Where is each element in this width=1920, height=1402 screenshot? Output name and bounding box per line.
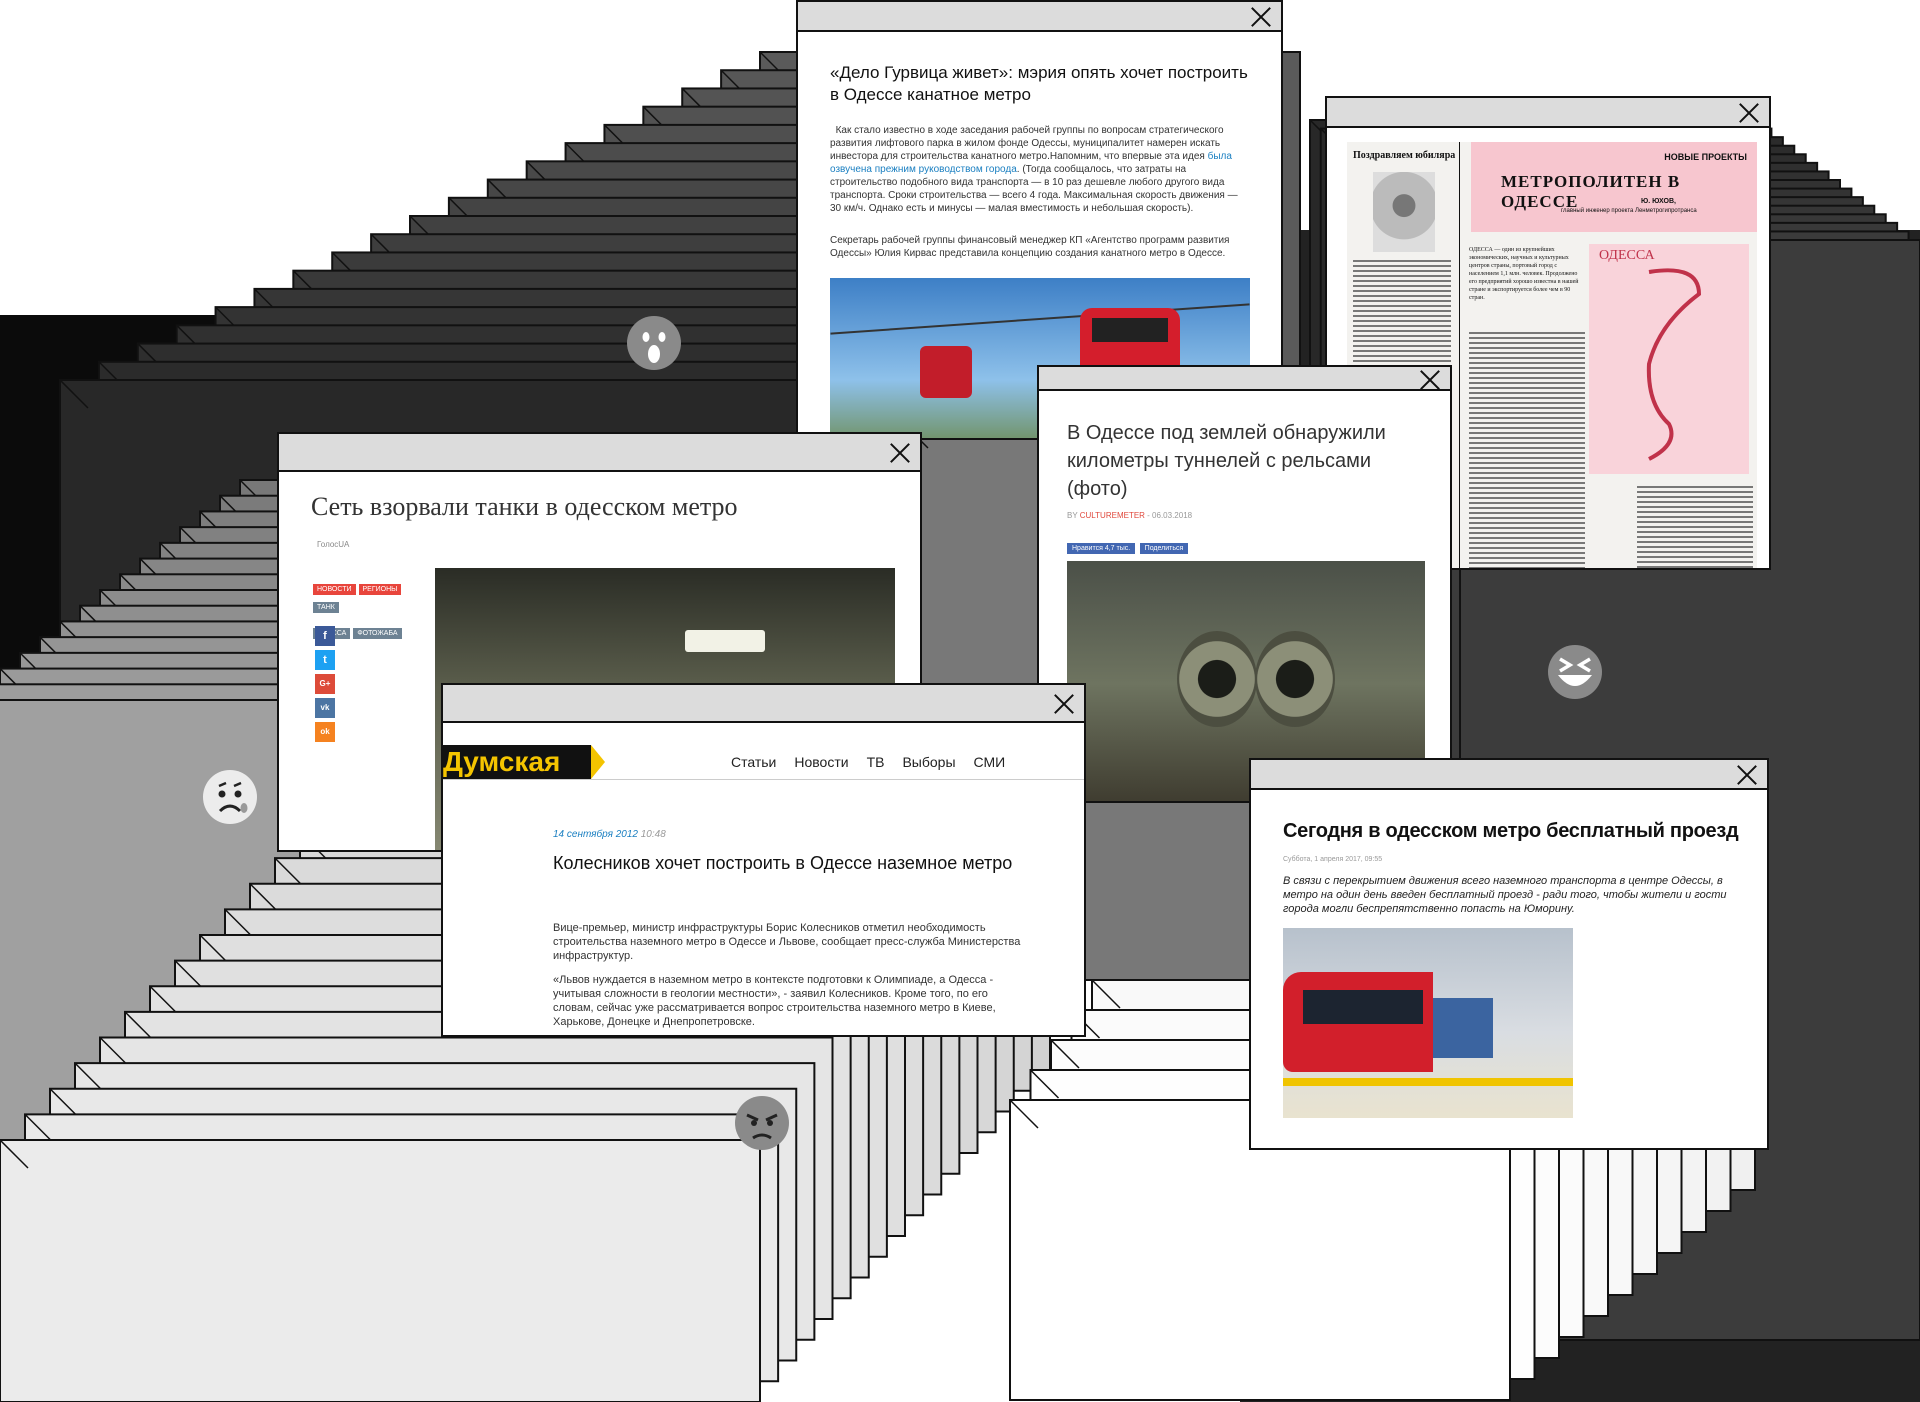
article-title: Сеть взорвали танки в одесском метро: [311, 492, 738, 521]
metro-map: ОДЕССА: [1589, 244, 1749, 474]
site-header: Думская Статьи Новости ТВ Выборы СМИ: [443, 745, 1084, 780]
article-paragraph-2: Секретарь рабочей группы финансовый мене…: [830, 235, 1230, 259]
sad-emoji-icon: [203, 770, 257, 824]
frame-edge: [0, 1139, 29, 1169]
site-logo[interactable]: Думская: [443, 745, 591, 779]
vk-share-icon[interactable]: vk: [315, 698, 335, 718]
facebook-share-icon[interactable]: f: [315, 626, 335, 646]
google-plus-share-icon[interactable]: G+: [315, 674, 335, 694]
article-title: Колесников хочет построить в Одессе назе…: [553, 853, 1013, 873]
article-byline: BY CULTUREMETER - 06.03.2018: [1067, 511, 1193, 520]
article-title: «Дело Гурвица живет»: мэрия опять хочет …: [830, 63, 1248, 104]
window-free-ride: Сегодня в одесском метро бесплатный прое…: [1249, 758, 1769, 1150]
frame-edge: [49, 1088, 79, 1118]
window-titlebar: [1039, 367, 1450, 391]
frame-edge: [274, 857, 304, 887]
metro-map-title: ОДЕССА: [1599, 248, 1655, 263]
like-button[interactable]: Нравится 4,7 тыс.: [1067, 543, 1136, 554]
article-title: В Одессе под землей обнаружили километры…: [1067, 422, 1386, 500]
frame-edge: [149, 985, 179, 1015]
share-button[interactable]: Поделиться: [1139, 543, 1189, 554]
article-link[interactable]: была озвучена прежним руководством город…: [830, 151, 1232, 175]
social-buttons: Нравится 4,7 тыс. Поделиться: [1067, 537, 1189, 555]
metro-train-photo: [1283, 928, 1573, 1118]
window-titlebar: [1251, 760, 1767, 790]
frame-edge: [199, 934, 229, 964]
window-dumskaya: Думская Статьи Новости ТВ Выборы СМИ 14 сент…: [441, 683, 1086, 1037]
newspaper-intro: ОДЕССА — один из крупнейших экономически…: [1469, 247, 1579, 301]
close-icon[interactable]: [1737, 100, 1761, 124]
newspaper-rubric: НОВЫЕ ПРОЕКТЫ: [1664, 152, 1747, 162]
frame: [0, 1139, 761, 1402]
article-paragraph: Как стало известно в ходе заседания рабо…: [830, 125, 1238, 214]
article-meta: Суббота, 1 апреля 2017, 09:55: [1283, 856, 1383, 863]
frame-edge: [59, 379, 89, 409]
frame-edge: [99, 1036, 129, 1067]
window-titlebar: [798, 2, 1281, 32]
wow-emoji-icon: [627, 316, 681, 370]
close-icon[interactable]: [1052, 691, 1076, 715]
article-author[interactable]: CULTUREMETER: [1079, 511, 1145, 520]
window-titlebar: [279, 434, 920, 472]
article-date: 14 сентября 2012 10:48: [553, 829, 666, 840]
twitter-share-icon[interactable]: t: [315, 650, 335, 670]
frame-edge: [74, 1062, 104, 1092]
close-icon[interactable]: [1418, 367, 1442, 391]
nav-articles[interactable]: Статьи: [731, 754, 777, 770]
frame-edge: [1029, 1069, 1060, 1099]
nav-tv[interactable]: ТВ: [866, 754, 885, 770]
nav-media[interactable]: СМИ: [973, 754, 1006, 770]
tag[interactable]: ТАНК: [313, 602, 339, 613]
newspaper-author: Ю. ЮХОВ,: [1641, 198, 1676, 205]
window-titlebar: [443, 685, 1084, 723]
frame-edge: [174, 960, 204, 990]
article-paragraph-2: «Львов нуждается в наземном метро в конт…: [553, 974, 996, 1028]
newspaper-text-lines-2: [1469, 332, 1585, 568]
newspaper-text-lines-3: [1637, 486, 1753, 568]
frame: [1009, 1099, 1511, 1401]
close-icon[interactable]: [1249, 4, 1273, 28]
close-icon[interactable]: [1735, 762, 1759, 786]
article-title: Сегодня в одесском метро бесплатный прое…: [1283, 820, 1739, 842]
article-paragraph: Вице-премьер, министр инфраструктуры Бор…: [553, 922, 1021, 962]
article-source: ГолосUA: [317, 540, 350, 549]
angry-emoji-icon: [735, 1096, 789, 1150]
site-nav: Статьи Новости ТВ Выборы СМИ: [713, 754, 1005, 772]
nav-news[interactable]: Новости: [794, 754, 849, 770]
tag[interactable]: ФОТОЖАБА: [353, 628, 402, 639]
window-tunnels: В Одессе под землей обнаружили километры…: [1037, 365, 1452, 803]
portrait-photo: [1373, 172, 1435, 252]
frame-edge: [1009, 1099, 1039, 1129]
newspaper-author-role: главный инженер проекта Ленметрогипротра…: [1561, 208, 1697, 214]
close-icon[interactable]: [888, 440, 912, 464]
newspaper-column-head: Поздравляем юбиляра: [1353, 150, 1456, 161]
frame-edge: [1091, 979, 1121, 1009]
frame-edge: [24, 1113, 54, 1143]
window-titlebar: [1327, 98, 1769, 128]
article-lead: В связи с перекрытием движения всего наз…: [1283, 875, 1727, 915]
nav-elections[interactable]: Выборы: [902, 754, 956, 770]
laugh-emoji-icon: [1548, 645, 1602, 699]
ok-share-icon[interactable]: ok: [315, 722, 335, 742]
frame-edge: [124, 1011, 154, 1041]
newspaper-headline: МЕТРОПОЛИТЕН В ОДЕССЕ: [1501, 172, 1681, 211]
tag[interactable]: НОВОСТИ: [313, 584, 356, 595]
frame-edge: [249, 883, 279, 913]
frame-edge: [1050, 1039, 1080, 1069]
frame-edge: [224, 908, 254, 938]
tag[interactable]: РЕГИОНЫ: [358, 584, 402, 595]
